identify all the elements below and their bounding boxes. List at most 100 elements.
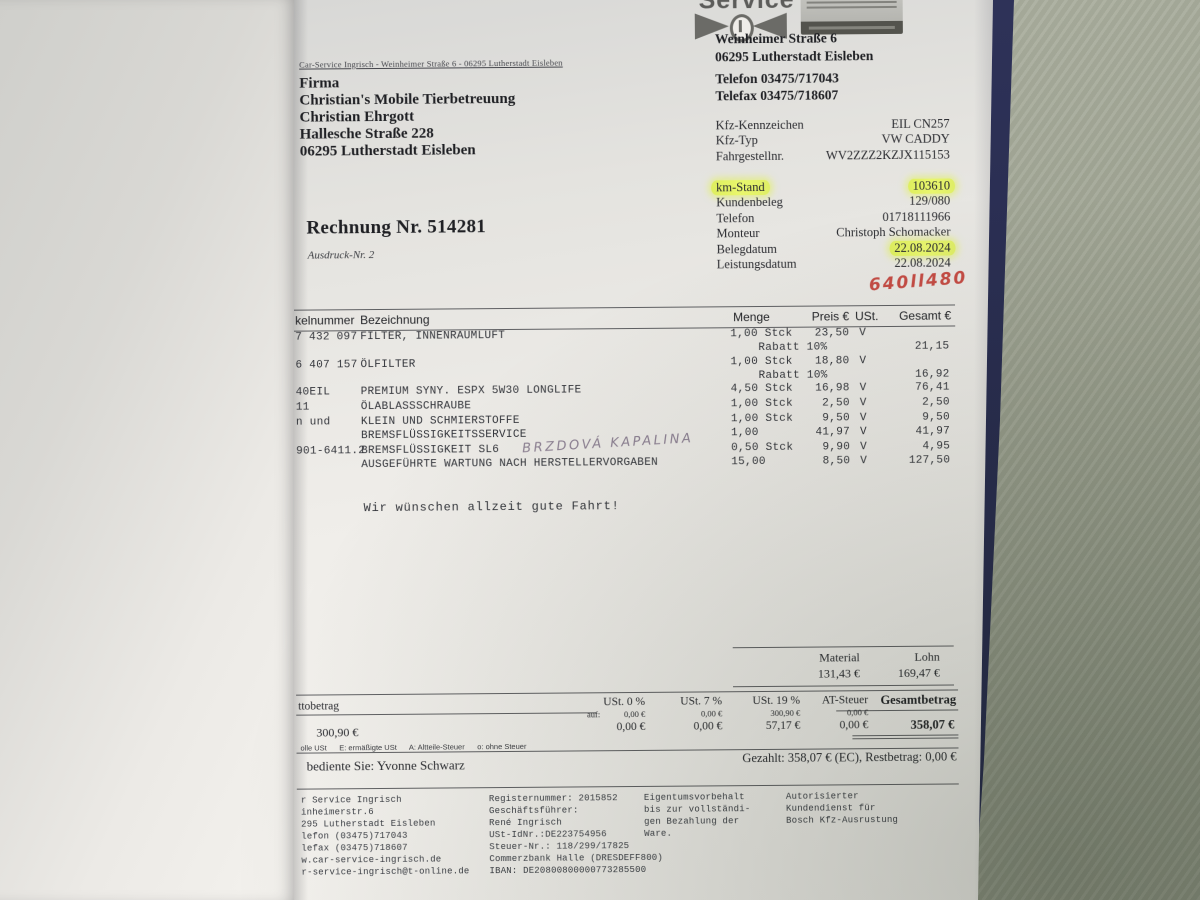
shop-address: Weinheimer Straße 6 06295 Lutherstadt Eis… <box>714 30 874 64</box>
tax-col-header: USt. 0 % <box>603 695 646 709</box>
row-value: EIL CN257 <box>891 116 950 131</box>
item-price: 8,50 <box>822 455 851 468</box>
item-vat: V <box>859 327 867 340</box>
vehicle-row-leistungsdatum: Leistungsdatum 22.08.2024 <box>717 256 951 273</box>
item-vat: V <box>859 412 867 425</box>
footer-authorization-column: Autorisierter Kundendienst für Bosch Kfz-A… <box>785 791 899 826</box>
item-article: 7 432 097 <box>295 331 358 344</box>
item-price: 41,97 <box>815 426 851 439</box>
row-label: Fahrgestellnr. <box>715 148 785 164</box>
discount-label: Rabatt 10% <box>758 369 828 383</box>
item-vat: V <box>860 455 868 468</box>
totals-bottom-rule <box>733 684 955 688</box>
grand-total-header: Gesamtbetrag <box>880 692 957 708</box>
item-vat: V <box>859 382 867 395</box>
footer-ownership-column: Eigentumsvorbehalt bis zur vollständi-gen… <box>643 792 751 839</box>
row-value: 01718111966 <box>882 209 951 225</box>
row-label: Leistungsdatum <box>716 256 797 272</box>
vehicle-row-kundenbeleg: Kundenbeleg 129/080 <box>716 194 950 211</box>
row-value: WV2ZZZ2KZJX115153 <box>825 147 950 163</box>
handwritten-red-number: 640ll480 <box>868 267 969 296</box>
labor-value: 169,47 € <box>897 665 940 680</box>
item-total: 16,92 <box>915 368 950 381</box>
item-total: 41,97 <box>915 425 951 438</box>
item-article: 6 407 157 <box>295 359 358 372</box>
item-price: 16,98 <box>815 382 850 395</box>
highlighted-belegdatum-value: 22.08.2024 <box>889 240 956 256</box>
item-article: n und <box>295 416 331 429</box>
row-value: 22.08.2024 <box>894 255 951 270</box>
row-label: Kfz-Typ <box>715 133 758 148</box>
item-total: 4,95 <box>922 440 951 453</box>
grand-total-value: 358,07 € <box>910 717 955 732</box>
facing-blank-page <box>0 0 298 900</box>
item-vat: V <box>859 355 867 368</box>
vehicle-row-typ: Kfz-Typ VW CADDY <box>716 132 950 149</box>
col-header-quantity: Menge <box>733 309 770 325</box>
greeting-message: Wir wünschen allzeit gute Fahrt! <box>363 499 620 516</box>
item-total: 9,50 <box>922 411 950 424</box>
badge-text-area <box>800 0 903 22</box>
item-description: ÖLFILTER <box>360 358 416 372</box>
item-quantity: 15,00 <box>731 455 766 469</box>
item-quantity: 1,00 <box>730 427 759 440</box>
shop-contact: Telefon 03475/717043 Telefax 03475/718607 <box>715 70 839 104</box>
net-amount-value: 300,90 € <box>316 725 359 740</box>
item-vat: V <box>859 397 867 410</box>
totals-top-rule <box>732 645 954 649</box>
total-underline-2 <box>852 737 959 740</box>
item-description: BREMSFLÜSSIGKEIT SL6 <box>361 444 500 458</box>
row-label: Monteur <box>716 226 760 241</box>
sender-line: Car-Service Ingrisch - Weinheimer Straße… <box>299 57 563 70</box>
highlighted-km-label: km-Stand <box>711 179 770 196</box>
footer-registration-column: Registernummer: 2015852 Geschäftsführer: R… <box>488 793 664 877</box>
payment-line: Gezahlt: 358,07 € (EC), Restbetrag: 0,00… <box>742 749 957 766</box>
item-vat: V <box>859 426 867 439</box>
col-header-price: Preis € <box>811 309 850 324</box>
item-description: AUSGEFÜHRTE WARTUNG NACH HERSTELLERVORGA… <box>361 456 659 472</box>
footer-shop-column: r Service Ingrisch inheimerstr.6 295 Luthe… <box>300 794 470 878</box>
item-price: 9,50 <box>822 412 850 425</box>
row-value: VW CADDY <box>881 131 950 147</box>
item-description: ÖLABLASSSCHRAUBE <box>360 400 472 414</box>
tax-col-header: USt. 7 % <box>680 695 723 708</box>
col-header-description: Bezeichnung <box>360 312 430 328</box>
invoice-content: Service Weinheimer Straße 6 06295 Luthers… <box>294 0 993 900</box>
item-vat: V <box>860 441 868 454</box>
item-article: 901-6411.2 <box>296 445 366 458</box>
tax-amount-cell: 0,00 € <box>616 720 646 734</box>
item-article: 11 <box>295 401 310 414</box>
net-amount-label: ttobetrag <box>298 700 340 713</box>
row-label: Belegdatum <box>716 241 778 257</box>
tax-base-cell: 0,00 € <box>623 708 646 720</box>
print-number-note: Ausdruck-Nr. 2 <box>307 249 375 262</box>
item-total: 127,50 <box>908 454 951 467</box>
invoice-page: Service Weinheimer Straße 6 06295 Luthers… <box>294 0 993 900</box>
invoice-title: Rechnung Nr. 514281 <box>306 216 487 239</box>
tax-base-cell: 0,00 € <box>846 707 869 718</box>
recipient-address: Firma Christian's Mobile Tierbetreuung Chr… <box>299 75 516 160</box>
item-description: PREMIUM SYNY. ESPX 5W30 LONGLIFE <box>360 384 582 399</box>
vehicle-row-fahrgestell: Fahrgestellnr. WV2ZZZ2KZJX115153 <box>716 148 950 165</box>
item-total: 76,41 <box>915 381 950 394</box>
row-label: Telefon <box>716 211 755 226</box>
row-value: 129/080 <box>909 193 951 208</box>
item-description: BREMSFLÜSSIGKEITSSERVICE <box>360 428 527 443</box>
highlighted-km-value: 103610 <box>907 178 956 194</box>
tax-amount-cell: 0,00 € <box>693 720 723 733</box>
item-total: 2,50 <box>922 396 950 409</box>
item-article: 40EIL <box>295 386 331 399</box>
col-header-article: kelnummer <box>295 313 355 328</box>
item-price: 23,50 <box>814 327 850 340</box>
tax-base-cell: 0,00 € <box>700 708 723 719</box>
labor-label: Lohn <box>914 649 940 664</box>
item-description: FILTER, INNENRAUMLUFT <box>360 330 506 344</box>
item-price: 18,80 <box>814 355 850 368</box>
item-total <box>869 327 949 328</box>
item-description: KLEIN UND SCHMIERSTOFFE <box>360 414 520 429</box>
item-price: 2,50 <box>822 397 850 410</box>
row-value: Christoph Schomacker <box>836 224 951 240</box>
item-price: 9,90 <box>822 441 851 454</box>
row-label: Kundenbeleg <box>716 194 783 210</box>
